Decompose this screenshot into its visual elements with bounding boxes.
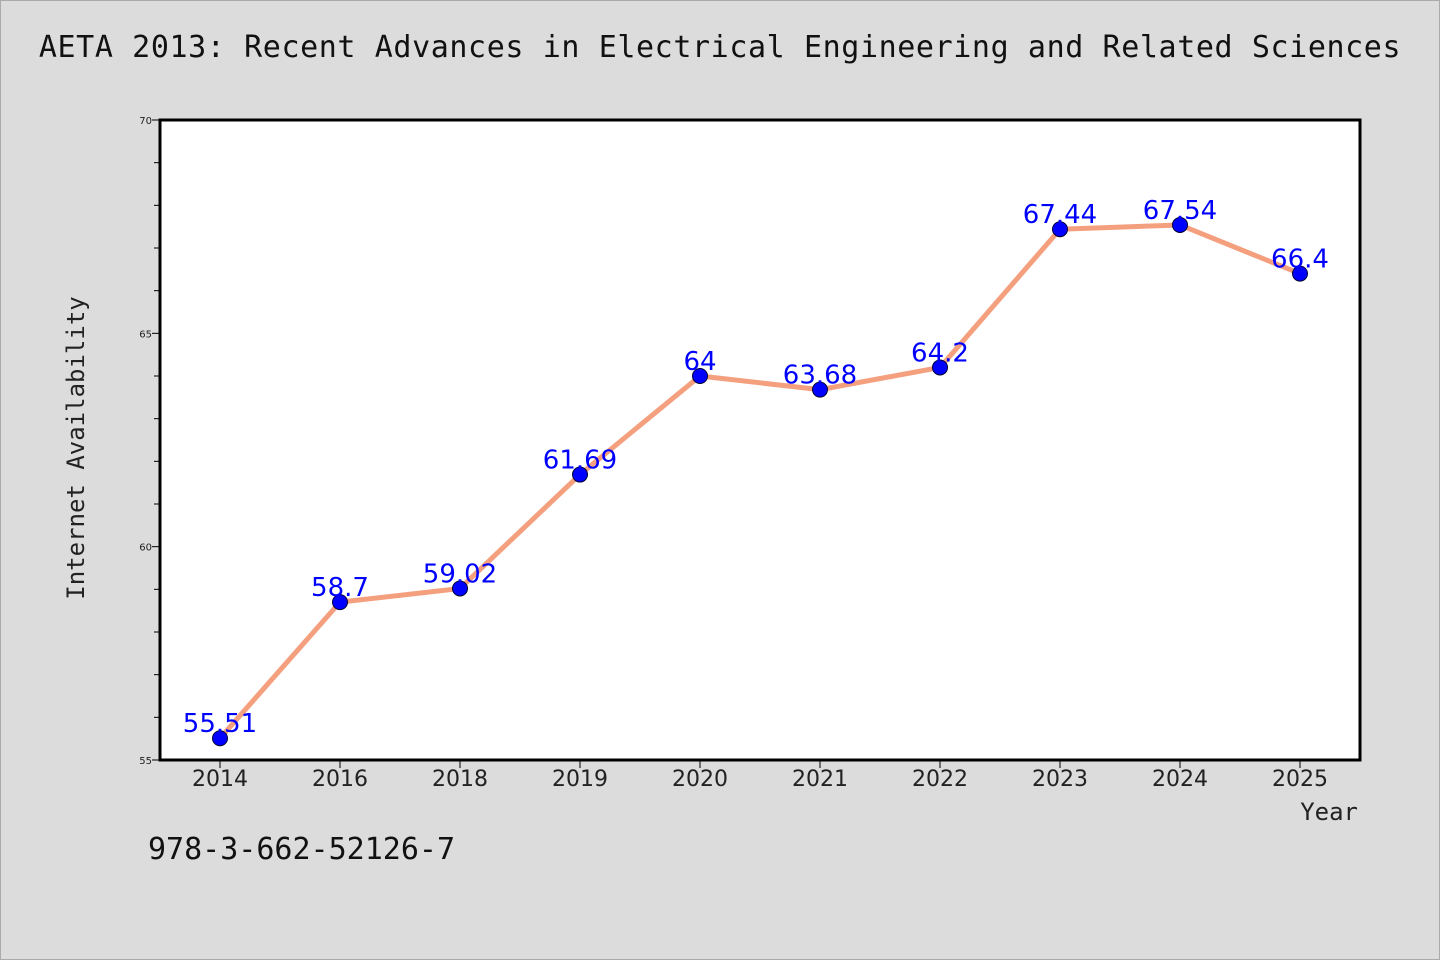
y-axis: 55 60 65 70 xyxy=(139,116,160,767)
x-tick-label: 2014 xyxy=(192,767,248,792)
data-label: 63.68 xyxy=(783,361,857,391)
x-tick-label: 2020 xyxy=(672,767,728,792)
data-point xyxy=(212,730,228,747)
data-point xyxy=(1052,221,1068,238)
data-label: 59.02 xyxy=(423,559,497,589)
y-axis-label: Internet Availability xyxy=(62,296,90,599)
x-tick-label: 2024 xyxy=(1152,767,1208,792)
data-label: 67.44 xyxy=(1023,200,1097,230)
data-point xyxy=(932,359,948,376)
isbn-text: 978-3-662-52126-7 xyxy=(148,832,456,867)
data-labels: 55.51 58.7 59.02 61.69 64 63.68 64.2 67.44 67.54… xyxy=(183,196,1329,739)
data-point xyxy=(812,381,828,398)
x-tick-label: 2018 xyxy=(432,767,488,792)
series-line xyxy=(217,222,1303,741)
x-axis: 2014 2016 2018 2019 2020 2021 2022 2023 2024 2025 xyxy=(192,760,1328,792)
data-point xyxy=(1172,216,1188,233)
data-label: 66.4 xyxy=(1271,245,1329,275)
x-tick-label: 2016 xyxy=(312,767,368,792)
data-point xyxy=(692,368,708,384)
y-tick-label: 55 xyxy=(139,756,152,767)
data-point xyxy=(1292,265,1308,282)
x-tick-label: 2022 xyxy=(912,767,968,792)
x-tick-label: 2021 xyxy=(792,767,848,792)
y-tick-label: 70 xyxy=(139,116,152,127)
data-label: 55.51 xyxy=(183,709,257,739)
x-axis-label: Year xyxy=(1300,798,1358,826)
data-markers xyxy=(212,216,1308,747)
data-point xyxy=(332,594,348,611)
data-label: 64.2 xyxy=(911,338,969,368)
data-label: 67.54 xyxy=(1143,196,1217,226)
data-label: 64 xyxy=(683,347,716,377)
y-tick-label: 60 xyxy=(139,543,152,554)
data-point xyxy=(572,466,588,483)
y-tick-label: 65 xyxy=(139,329,152,340)
x-tick-label: 2025 xyxy=(1272,767,1328,792)
data-point xyxy=(452,580,468,597)
x-tick-label: 2023 xyxy=(1032,767,1088,792)
chart-title: AETA 2013: Recent Advances in Electrical… xyxy=(38,30,1402,65)
x-tick-label: 2019 xyxy=(552,767,608,792)
data-label: 58.7 xyxy=(311,573,369,603)
data-label: 61.69 xyxy=(543,446,617,476)
